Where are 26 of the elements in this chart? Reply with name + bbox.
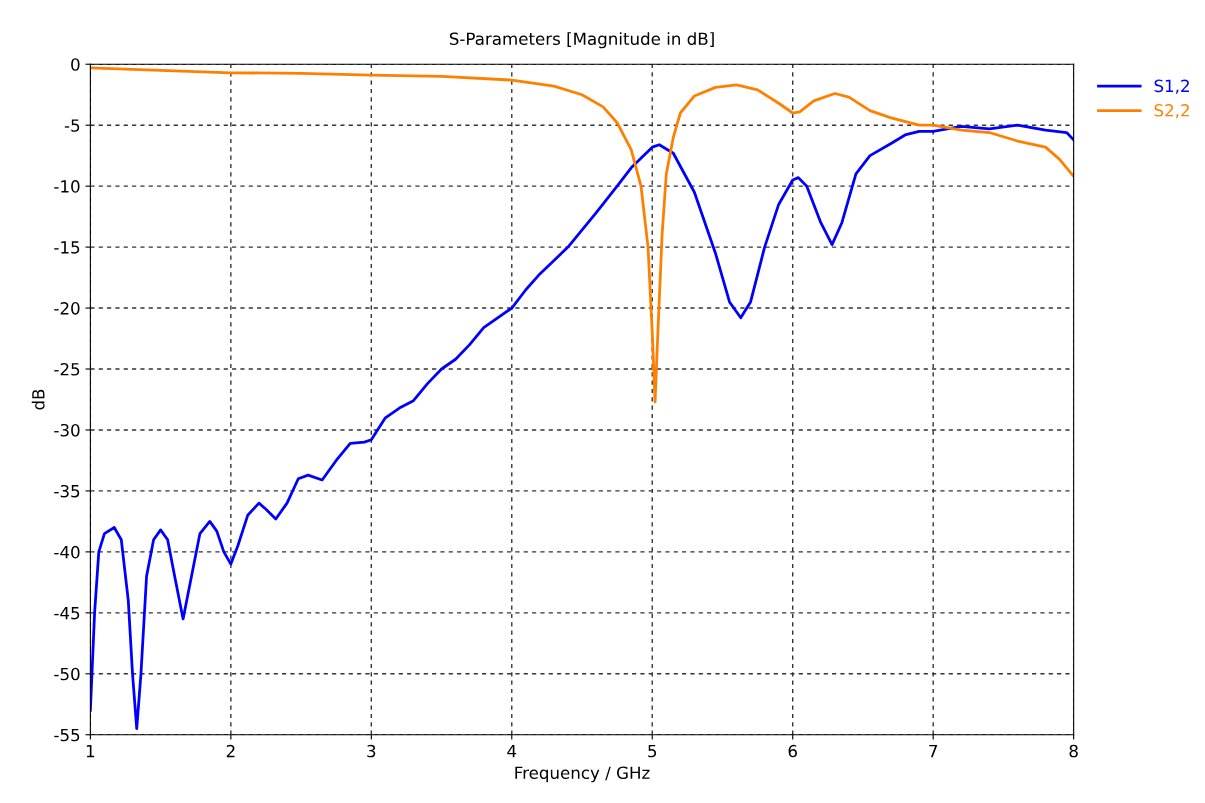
y-tick-label: -10	[54, 180, 80, 193]
x-tick-label: 3	[367, 744, 376, 758]
x-axis-title: Frequency / GHz	[515, 766, 650, 783]
y-tick-label: -25	[54, 362, 80, 376]
y-tick-label: -50	[54, 667, 80, 681]
x-tick-label: 8	[1069, 744, 1078, 758]
x-tick-label: 5	[648, 744, 657, 758]
y-tick-label: -20	[54, 302, 80, 315]
legend-label: S1,2	[1154, 79, 1189, 94]
y-tick-label: -30	[54, 423, 80, 437]
y-axis-title: dB	[31, 389, 45, 410]
line-series	[90, 123, 1074, 731]
legend-label: S2,2	[1154, 104, 1189, 119]
y-tick-label: 0	[71, 58, 80, 71]
y-tick-label: -55	[54, 728, 80, 742]
y-tick-label: -15	[54, 241, 80, 254]
x-tick-label: 1	[86, 744, 95, 758]
x-tick-label: 4	[507, 744, 517, 758]
x-tick-label: 7	[929, 744, 938, 758]
y-tick-label: -5	[64, 119, 80, 132]
y-tick-label: -45	[54, 607, 80, 620]
chart-title: S-Parameters [Magnitude in dB]	[449, 32, 714, 49]
y-tick-label: -40	[54, 545, 80, 559]
x-tick-label: 6	[788, 744, 797, 758]
x-tick-label: 2	[226, 744, 235, 758]
y-tick-label: -35	[54, 484, 80, 498]
